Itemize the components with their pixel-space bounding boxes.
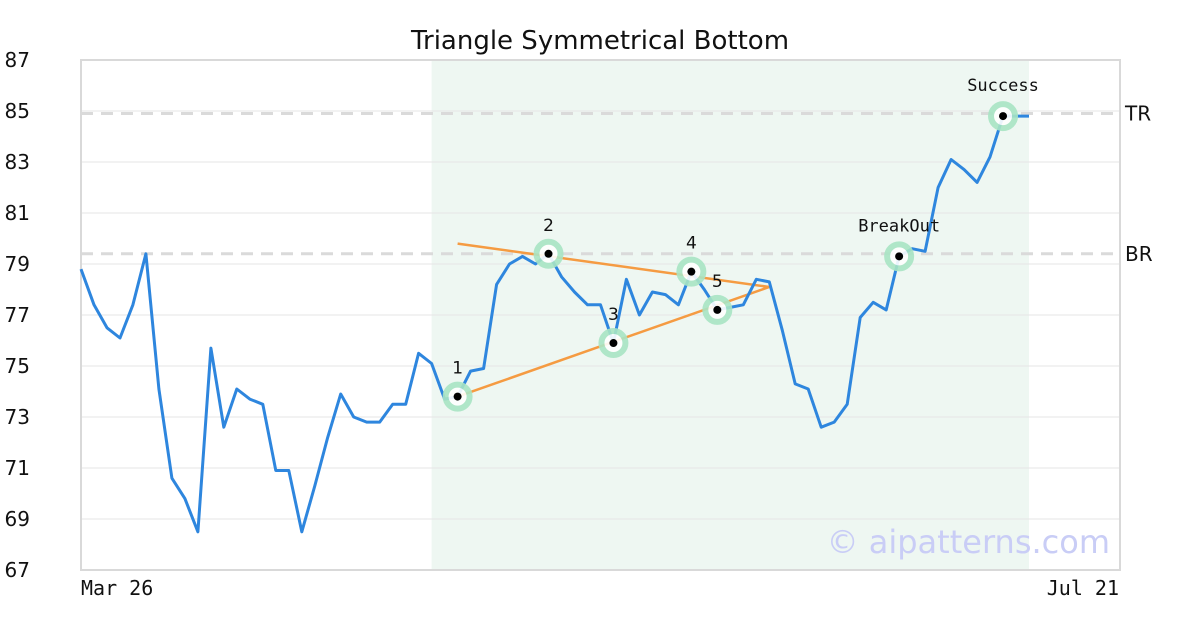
axis-layer: 67 69 71 73 75 77 79 81 83 85 87 Mar 26 Jul 21: [5, 48, 1121, 600]
y-tick-label: 75: [5, 354, 30, 378]
y-tick-label: 77: [5, 303, 30, 327]
pattern-point-dot: [609, 339, 618, 348]
reference-line-label: BR: [1125, 242, 1153, 266]
y-tick-label: 79: [5, 252, 30, 276]
pattern-point-label: 2: [543, 216, 554, 236]
x-tick-label: Mar 26: [81, 576, 153, 600]
watermark: © aipatterns.com: [827, 523, 1110, 561]
pattern-point-label: 3: [608, 305, 619, 325]
y-tick-label: 71: [5, 456, 30, 480]
y-tick-label: 67: [5, 558, 30, 582]
triangle-trendline: [457, 242, 770, 289]
annotation-point-dot: [895, 252, 904, 261]
y-tick-label: 83: [5, 150, 30, 174]
points-layer: 1 2 3 45 BreakOut Success: [442, 76, 1039, 412]
y-tick-label: 73: [5, 405, 30, 429]
y-tick-label: 69: [5, 507, 30, 531]
annotation-label: Success: [967, 76, 1039, 96]
chart-title: Triangle Symmetrical Bottom: [410, 26, 789, 56]
annotation-point-dot: [999, 112, 1008, 121]
pattern-point-dot: [687, 267, 696, 276]
plot-frame: [80, 59, 1121, 571]
annotation-label: BreakOut: [858, 216, 940, 236]
pattern-point-label: 4: [686, 234, 697, 254]
reference-lines-layer: TR BR: [81, 102, 1153, 266]
y-tick-label: 87: [5, 48, 30, 72]
pattern-point-dot: [453, 392, 462, 401]
x-tick-label: Jul 21: [1047, 576, 1119, 600]
pattern-point-dot: [544, 249, 553, 258]
y-tick-label: 85: [5, 99, 30, 123]
pattern-point-label: 5: [712, 272, 723, 292]
reference-line-label: TR: [1124, 102, 1151, 126]
pattern-point-label: 1: [452, 359, 463, 379]
y-tick-label: 81: [5, 201, 30, 225]
pattern-point-dot: [713, 305, 722, 314]
